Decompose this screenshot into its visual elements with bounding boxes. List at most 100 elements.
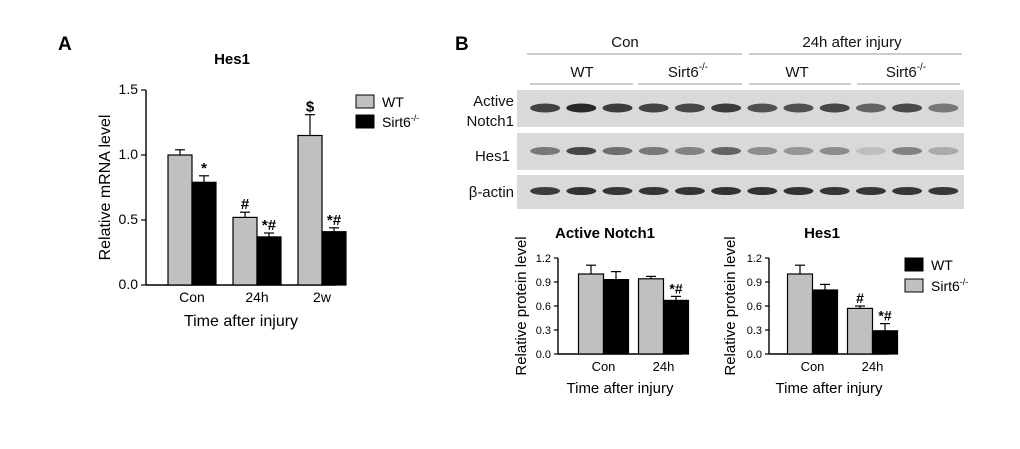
significance-label: *#	[878, 308, 891, 324]
y-tick-label: 1.0	[119, 146, 139, 162]
blot-genotype-ko-24h-sup: -/-	[917, 62, 926, 73]
x-axis-label: Time after injury	[184, 313, 298, 330]
blot-band	[566, 187, 597, 195]
x-tick-label: 2w	[313, 289, 332, 305]
panel-letter-b: B	[455, 34, 469, 55]
blot-header: Con 24h after injury WT Sirt6-/- WT Sirt…	[527, 34, 962, 85]
blot-genotype-wt-24h: WT	[785, 64, 808, 81]
blot-band	[928, 147, 959, 155]
blot-genotype-ko-con-sup: -/-	[699, 62, 708, 73]
blot-band	[602, 103, 633, 113]
bar-ko	[662, 299, 690, 355]
blot-band	[855, 147, 886, 155]
y-tick-label: 0.9	[747, 277, 762, 289]
chart-title: Hes1	[214, 51, 250, 68]
bar-ko	[321, 231, 347, 286]
y-tick-label: 0.3	[536, 325, 551, 337]
blot-group-con: Con	[611, 34, 639, 51]
legend-a-ko-swatch	[355, 114, 375, 129]
bar-wt	[167, 154, 193, 286]
blot-band	[638, 103, 669, 113]
legend-b-ko-swatch	[904, 278, 924, 293]
blot-band	[711, 103, 742, 113]
blot-band	[928, 187, 959, 195]
blot-row-label-actin: β-actin	[469, 184, 514, 201]
y-tick-label: 1.5	[119, 81, 139, 97]
legend-a-ko-name: Sirt6	[382, 114, 411, 130]
blot-genotype-ko-24h: Sirt6-/-	[886, 62, 926, 81]
chart-b-hes1: Hes1 0.0 0.3 0.6 0.9 1.2 Relative protein leve…	[722, 225, 899, 397]
western-blot-image	[517, 90, 964, 209]
y-axis-label: Relative mRNA level	[97, 115, 114, 261]
legend-b-ko-name: Sirt6	[931, 278, 960, 294]
bar-ko	[811, 289, 839, 355]
legend-b: WT Sirt6-/-	[904, 257, 969, 294]
x-tick-label: 24h	[862, 359, 884, 374]
blot-row-label-notch1-line1: Active	[473, 93, 514, 110]
blot-band	[566, 103, 597, 113]
x-tick-label: Con	[801, 359, 825, 374]
bar-wt	[232, 216, 258, 286]
legend-a-wt-swatch	[355, 94, 375, 109]
significance-label: *#	[669, 280, 682, 296]
blot-band	[819, 103, 850, 113]
chart-title: Active Notch1	[555, 225, 655, 242]
blot-band	[530, 187, 561, 195]
blot-band	[638, 147, 669, 155]
chart-title: Hes1	[804, 225, 840, 242]
y-tick-label: 0.5	[119, 211, 139, 227]
y-tick-label: 1.2	[536, 253, 551, 265]
legend-a-ko-label: Sirt6-/-	[382, 113, 419, 130]
blot-band	[747, 147, 778, 155]
significance-label: *#	[262, 217, 277, 234]
blot-band	[747, 103, 778, 113]
blot-band	[783, 103, 814, 113]
y-tick-label: 0.0	[536, 349, 551, 361]
panel-letter-a: A	[58, 34, 72, 55]
significance-label: $	[306, 99, 315, 116]
blot-row-label-hes1: Hes1	[475, 148, 510, 165]
x-axis-label: Time after injury	[567, 380, 674, 397]
blot-band	[711, 187, 742, 195]
blot-band	[602, 147, 633, 155]
bar-ko	[256, 236, 282, 286]
legend-a-wt-label: WT	[382, 94, 404, 110]
bar-ko	[602, 279, 630, 355]
blot-band	[638, 187, 669, 195]
blot-band	[674, 103, 705, 113]
legend-b-wt-swatch	[904, 257, 924, 272]
legend-b-ko-sup: -/-	[960, 277, 969, 287]
chart-b-active-notch1: Active Notch1 0.0 0.3 0.6 0.9 1.2 Relative pro…	[513, 225, 690, 397]
significance-label: #	[241, 196, 250, 213]
y-axis-label: Relative protein level	[722, 236, 739, 375]
x-tick-label: Con	[592, 359, 616, 374]
significance-label: *	[201, 160, 207, 177]
blot-band	[530, 103, 561, 113]
bar-ko	[871, 330, 899, 355]
blot-band	[530, 147, 561, 155]
blot-group-24h: 24h after injury	[802, 34, 902, 51]
blot-band	[674, 147, 705, 155]
y-tick-label: 0.6	[536, 301, 551, 313]
bar-ko	[191, 181, 217, 286]
legend-a: WT Sirt6-/-	[355, 94, 419, 130]
blot-band	[928, 103, 959, 113]
blot-band	[566, 147, 597, 155]
blot-band	[819, 187, 850, 195]
bar-wt	[786, 273, 814, 355]
blot-band	[674, 187, 705, 195]
blot-band	[819, 147, 850, 155]
bar-wt	[846, 307, 874, 355]
blot-band	[892, 103, 923, 113]
bar-wt	[637, 278, 665, 355]
blot-genotype-ko-con-name: Sirt6	[668, 64, 699, 81]
blot-genotype-wt-con: WT	[570, 64, 593, 81]
y-tick-label: 0.0	[119, 276, 139, 292]
legend-b-wt-label: WT	[931, 257, 953, 273]
blot-genotype-ko-24h-name: Sirt6	[886, 64, 917, 81]
significance-label: *#	[327, 212, 342, 229]
legend-a-ko-sup: -/-	[411, 113, 420, 123]
blot-band	[711, 147, 742, 155]
blot-band	[783, 147, 814, 155]
y-tick-label: 0.3	[747, 325, 762, 337]
